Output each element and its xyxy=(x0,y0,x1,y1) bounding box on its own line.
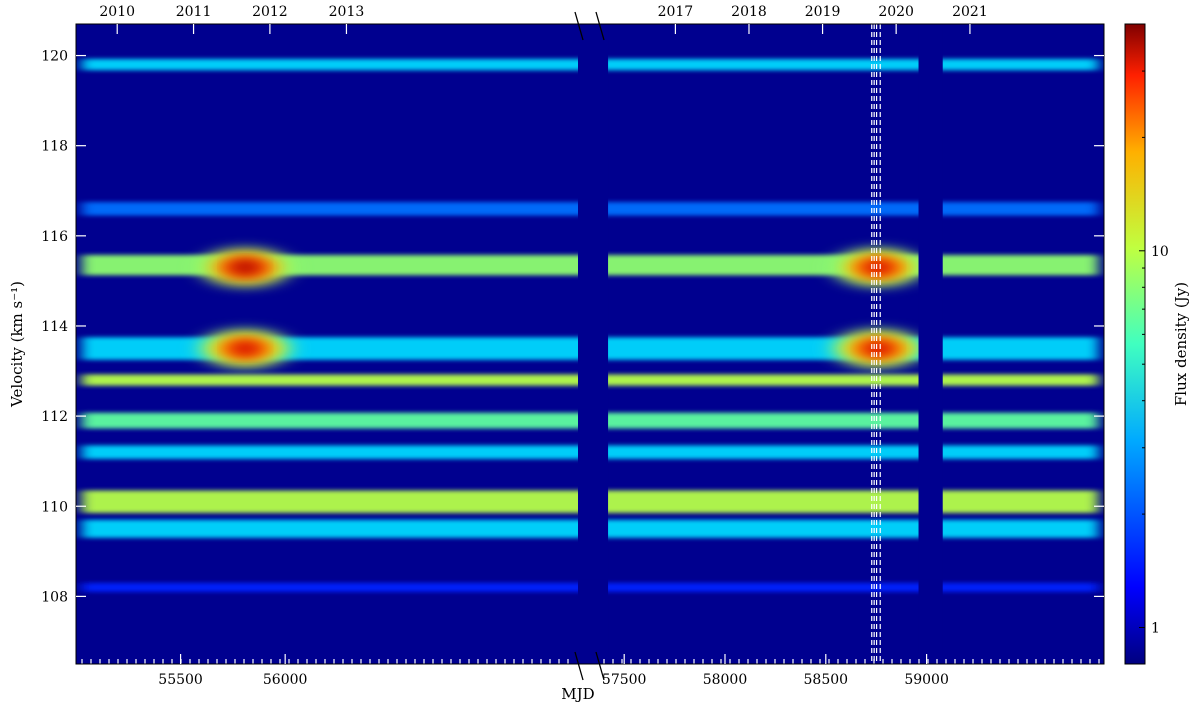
axis-break-bottom-right xyxy=(595,651,605,681)
x-tick-label-top: 2012 xyxy=(252,4,288,20)
x-tick-label-top: 2013 xyxy=(329,4,365,20)
x-axis-bottom: 55500 56000 57500 58000 58500 59000 xyxy=(158,654,949,688)
x-tick-label-bottom: 56000 xyxy=(263,672,308,688)
x-tick-label-top: 2017 xyxy=(658,4,694,20)
x-tick-label-top: 2021 xyxy=(952,4,988,20)
y-tick-label: 116 xyxy=(41,229,68,245)
colorbar: 1 10 Flux density (Jy) xyxy=(1124,23,1190,665)
y-tick-label: 112 xyxy=(41,409,68,425)
y-tick-label: 108 xyxy=(41,589,68,605)
x-tick-label-bottom: 58500 xyxy=(804,672,849,688)
x-tick-label-bottom: 57500 xyxy=(602,672,647,688)
x-axis-top: 2010 2011 2012 2013 2017 2018 2019 2020 2021 xyxy=(99,4,988,34)
flare-spot xyxy=(231,341,260,356)
y-tick-label: 120 xyxy=(41,49,68,65)
flare-spot xyxy=(231,260,260,275)
y-tick-label: 118 xyxy=(41,139,68,155)
x-tick-label-top: 2018 xyxy=(731,4,767,20)
plot-frame xyxy=(75,23,1105,665)
dashed-markers xyxy=(871,24,881,664)
x-tick-label-bottom: 59000 xyxy=(904,672,949,688)
observing-gaps xyxy=(578,24,943,664)
x-tick-label-bottom: 55500 xyxy=(158,672,203,688)
flare-spot xyxy=(864,260,893,275)
colorbar-label: Flux density (Jy) xyxy=(1172,282,1190,406)
flare-spots xyxy=(199,249,925,367)
axis-break-top-left xyxy=(574,11,584,41)
observing-gap xyxy=(918,24,943,664)
colorbar-ticks: 1 10 xyxy=(1139,70,1169,636)
y-tick-label: 110 xyxy=(41,499,68,515)
x-tick-label-bottom: 58000 xyxy=(703,672,748,688)
axis-break-marks xyxy=(574,11,605,681)
x-tick-label-top: 2010 xyxy=(99,4,135,20)
x-axis-label: MJD xyxy=(561,685,594,703)
y-tick-label: 114 xyxy=(41,319,68,335)
axis-break-bottom-left xyxy=(574,651,584,681)
plot-area xyxy=(76,24,1104,664)
observing-gap xyxy=(578,24,609,664)
x-tick-label-top: 2019 xyxy=(805,4,841,20)
y-axis: 108 110 112 114 116 118 120 xyxy=(41,49,1104,605)
axis-break-top-right xyxy=(595,11,605,41)
flare-spot xyxy=(864,341,893,356)
observation-epoch-ticks xyxy=(81,659,1100,664)
x-tick-label-top: 2020 xyxy=(878,4,914,20)
colorbar-tick-label: 10 xyxy=(1151,244,1169,260)
y-axis-label: Velocity (km s⁻¹) xyxy=(8,281,26,408)
colorbar-tick-label: 1 xyxy=(1151,620,1160,636)
colorbar-gradient xyxy=(1124,23,1146,665)
x-tick-label-top: 2011 xyxy=(176,4,212,20)
